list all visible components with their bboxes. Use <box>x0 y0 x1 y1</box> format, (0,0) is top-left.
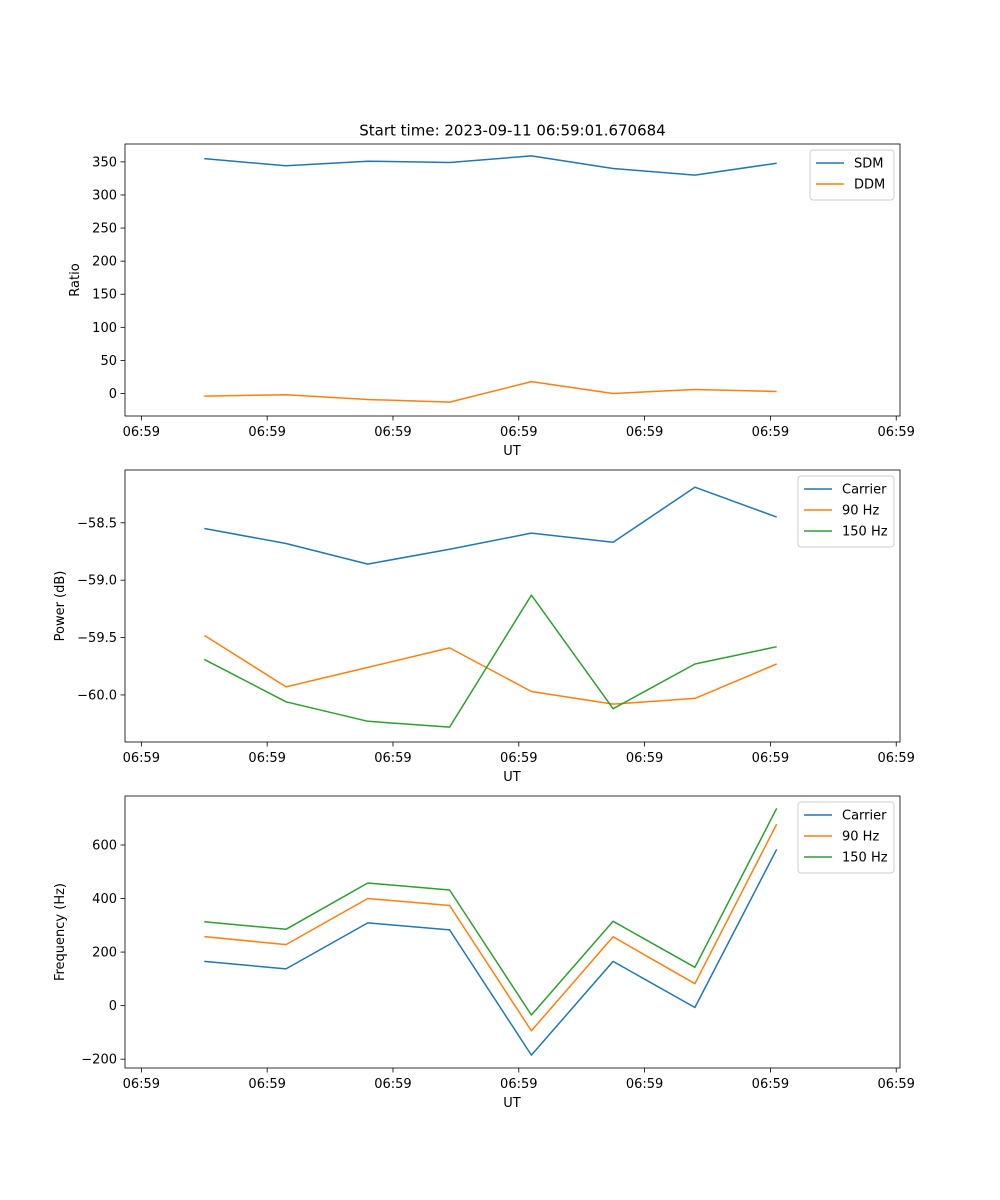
x-tick-label: 06:59 <box>248 1077 285 1092</box>
chart-1: 06:5906:5906:5906:5906:5906:5906:5907:00… <box>68 143 915 459</box>
y-tick-label: 50 <box>100 354 117 369</box>
series-line-carrier <box>204 848 778 1056</box>
axes-frame <box>124 143 901 417</box>
axes-frame <box>124 795 901 1069</box>
y-tick-label: 200 <box>92 946 117 961</box>
x-tick-label: 06:59 <box>374 1077 411 1092</box>
legend-label: 90 Hz <box>842 830 879 845</box>
axes-frame <box>124 469 901 743</box>
legend-label: 150 Hz <box>842 851 888 866</box>
chart-panels: 06:5906:5906:5906:5906:5906:5906:5907:00… <box>53 143 915 1111</box>
legend-label: 90 Hz <box>842 504 879 519</box>
y-tick-label: −59.5 <box>77 631 117 646</box>
x-axis-label: UT <box>503 1096 521 1111</box>
x-tick-label: 06:59 <box>374 751 411 766</box>
x-tick-label: 06:59 <box>877 425 914 440</box>
series-line-150-hz <box>204 807 778 1016</box>
y-tick-label: 200 <box>92 255 117 270</box>
x-tick-label: 06:59 <box>123 1077 160 1092</box>
series-line-sdm <box>204 155 777 176</box>
x-tick-label: 06:59 <box>752 1077 789 1092</box>
x-tick-label: 06:59 <box>626 751 663 766</box>
legend-label: DDM <box>854 178 885 193</box>
y-tick-label: 350 <box>92 155 117 170</box>
x-axis-label: UT <box>503 770 521 785</box>
figure-title: Start time: 2023-09-11 06:59:01.670684 <box>359 122 665 140</box>
x-tick-label: 06:59 <box>877 1077 914 1092</box>
legend-label: 150 Hz <box>842 525 888 540</box>
y-tick-label: −200 <box>81 1053 117 1068</box>
x-tick-label: 06:59 <box>877 751 914 766</box>
legend: Carrier 90 Hz 150 Hz <box>797 475 895 548</box>
y-tick-label: −59.0 <box>77 574 117 589</box>
x-tick-label: 06:59 <box>752 425 789 440</box>
x-tick-label: 06:59 <box>374 425 411 440</box>
y-axis-label: Power (dB) <box>53 571 68 642</box>
y-tick-label: 100 <box>92 321 117 336</box>
x-axis-label: UT <box>503 444 521 459</box>
x-tick-label: 06:59 <box>123 425 160 440</box>
series-line-150-hz <box>203 594 777 728</box>
legend-label: SDM <box>854 157 883 172</box>
y-tick-label: 0 <box>109 999 117 1014</box>
series-line-ddm <box>204 380 777 403</box>
y-tick-label: −60.0 <box>77 688 117 703</box>
legend-label: Carrier <box>842 809 887 824</box>
y-axis-label: Frequency (Hz) <box>53 883 68 981</box>
x-tick-label: 06:59 <box>752 751 789 766</box>
y-tick-label: 300 <box>92 188 117 203</box>
legend-frame <box>797 475 895 548</box>
y-tick-label: 250 <box>92 222 117 237</box>
y-tick-label: −58.5 <box>77 516 117 531</box>
x-tick-label: 06:59 <box>248 425 285 440</box>
x-tick-label: 06:59 <box>626 425 663 440</box>
series-line-carrier <box>204 486 777 565</box>
chart-3: 06:5906:5906:5906:5906:5906:5906:5907:00… <box>53 795 915 1111</box>
x-tick-label: 06:59 <box>500 751 537 766</box>
y-axis-label: Ratio <box>68 263 83 296</box>
y-tick-label: 600 <box>92 838 117 853</box>
legend-frame <box>797 801 895 874</box>
chart-2: 06:5906:5906:5906:5906:5906:5906:5907:00… <box>53 469 915 785</box>
x-tick-label: 06:59 <box>500 425 537 440</box>
x-tick-label: 06:59 <box>248 751 285 766</box>
y-tick-label: 400 <box>92 892 117 907</box>
y-tick-label: 150 <box>92 288 117 303</box>
series-line-90-hz <box>203 634 777 705</box>
x-tick-label: 06:59 <box>123 751 160 766</box>
y-tick-label: 0 <box>109 387 117 402</box>
x-tick-label: 06:59 <box>626 1077 663 1092</box>
legend: SDM DDM <box>809 149 895 201</box>
legend-label: Carrier <box>842 483 887 498</box>
legend: Carrier 90 Hz 150 Hz <box>797 801 895 874</box>
x-tick-label: 06:59 <box>500 1077 537 1092</box>
series-line-90-hz <box>204 823 778 1032</box>
